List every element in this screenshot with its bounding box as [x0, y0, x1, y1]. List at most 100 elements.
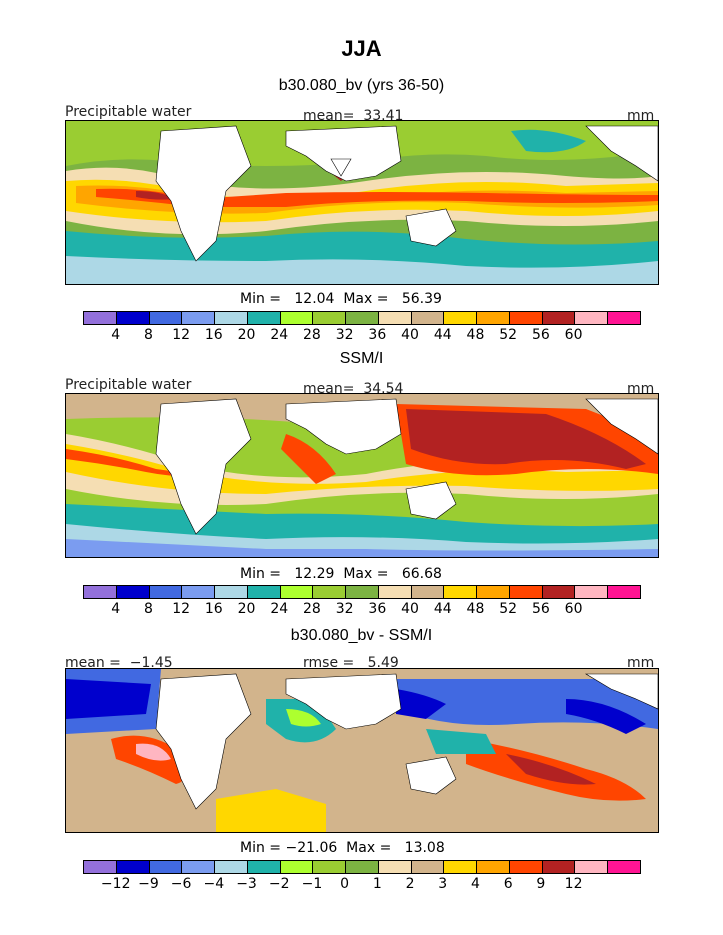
panel-1-subtitle: b30.080_bv (yrs 36-50)	[278, 77, 445, 94]
colorbar-tick-label: −3	[236, 876, 257, 892]
colorbar-swatch	[509, 312, 543, 324]
colorbar-tick-label: 36	[368, 327, 387, 343]
colorbar-swatch	[411, 861, 445, 873]
colorbar-tick-label: −6	[170, 876, 192, 892]
colorbar-swatch	[542, 861, 576, 873]
colorbar-swatch	[575, 312, 609, 324]
panel-3-subtitle: b30.080_bv - SSM/I	[290, 627, 433, 644]
colorbar-tick-label: 4	[111, 327, 121, 343]
colorbar-swatch	[182, 312, 216, 324]
colorbar-tick-label: 16	[204, 601, 223, 617]
colorbar-swatch	[149, 586, 183, 598]
colorbar-tick-label: 12	[172, 601, 191, 617]
colorbar-swatch	[247, 586, 281, 598]
colorbar-tick-label: 4	[111, 601, 121, 617]
colorbar-tick-label: 60	[564, 327, 583, 343]
colorbar-swatch	[608, 586, 641, 598]
colorbar-swatch	[608, 861, 641, 873]
colorbar-tick-label: 20	[237, 327, 256, 343]
colorbar-tick-label: 48	[466, 601, 485, 617]
colorbar-tick-label: −2	[268, 876, 290, 892]
colorbar-tick-label: 3	[438, 876, 448, 892]
panel-3-rmse-label: rmse = 5.49	[303, 655, 399, 671]
colorbar-swatch	[477, 586, 510, 598]
panel-3-map	[65, 668, 659, 833]
colorbar-swatch	[215, 861, 248, 873]
colorbar-tick-label: 4	[471, 876, 480, 892]
panel-2-colorbar	[83, 585, 641, 599]
colorbar-tick-label: 44	[433, 327, 452, 343]
colorbar-swatch	[215, 586, 248, 598]
panel-2-variable-label: Precipitable water	[65, 377, 192, 393]
colorbar-tick-label: 28	[303, 601, 321, 617]
colorbar-swatch	[149, 312, 183, 324]
colorbar-swatch	[84, 586, 117, 598]
colorbar-swatch	[149, 861, 183, 873]
colorbar-tick-label: 44	[433, 601, 452, 617]
colorbar-swatch	[444, 312, 478, 324]
colorbar-swatch	[280, 312, 314, 324]
panel-2-subtitle: SSM/I	[339, 350, 384, 367]
colorbar-tick-label: −1	[301, 876, 323, 892]
colorbar-tick-label: 48	[466, 327, 485, 343]
panel-1-colorbar-ticks: 4 8 12 16 20 24 28 32 36 40 44 48 52 56 60	[83, 327, 639, 343]
colorbar-swatch	[247, 312, 281, 324]
colorbar-tick-label: 40	[401, 601, 419, 617]
colorbar-swatch	[84, 312, 117, 324]
colorbar-swatch	[575, 861, 609, 873]
colorbar-tick-label: 16	[204, 327, 223, 343]
colorbar-swatch	[509, 861, 543, 873]
colorbar-swatch	[444, 586, 478, 598]
colorbar-tick-label: 28	[303, 327, 321, 343]
colorbar-swatch	[84, 861, 117, 873]
colorbar-swatch	[182, 861, 216, 873]
colorbar-tick-label: 8	[143, 327, 153, 343]
colorbar-swatch	[116, 586, 150, 598]
colorbar-tick-label: 36	[368, 601, 387, 617]
colorbar-swatch	[444, 861, 478, 873]
colorbar-swatch	[477, 312, 510, 324]
page-title: JJA	[341, 36, 382, 61]
colorbar-tick-label: −4	[203, 876, 225, 892]
panel-3-units-label: mm	[627, 655, 655, 671]
colorbar-tick-label: 24	[270, 327, 289, 343]
colorbar-swatch	[411, 312, 445, 324]
colorbar-tick-label: 6	[503, 876, 513, 892]
colorbar-tick-label: 56	[531, 327, 550, 343]
colorbar-tick-label: 32	[335, 601, 354, 617]
colorbar-swatch	[182, 586, 216, 598]
panel-2-min-max: Min = 12.29 Max = 66.68	[240, 566, 442, 582]
panel-3-mean-label: mean = −1.45	[65, 655, 173, 671]
panel-2-map	[65, 393, 659, 558]
colorbar-swatch	[313, 586, 347, 598]
colorbar-tick-label: 52	[499, 601, 518, 617]
colorbar-swatch	[116, 312, 150, 324]
colorbar-swatch	[280, 586, 314, 598]
colorbar-swatch	[378, 861, 412, 873]
colorbar-swatch	[411, 586, 445, 598]
panel-2-colorbar-ticks: 4 8 12 16 20 24 28 32 36 40 44 48 52 56 60	[83, 601, 639, 617]
panel-3-min-max: Min = −21.06 Max = 13.08	[240, 840, 445, 856]
colorbar-tick-label: 12	[172, 327, 191, 343]
colorbar-tick-label: 32	[335, 327, 354, 343]
panel-1-min-max: Min = 12.04 Max = 56.39	[240, 291, 442, 307]
colorbar-tick-label: −9	[138, 876, 159, 892]
colorbar-swatch	[116, 861, 150, 873]
panel-1-colorbar	[83, 311, 641, 325]
colorbar-tick-label: 40	[401, 327, 419, 343]
colorbar-tick-label: −12	[100, 876, 131, 892]
colorbar-swatch	[509, 586, 543, 598]
colorbar-swatch	[280, 861, 314, 873]
panel-3-colorbar	[83, 860, 641, 874]
colorbar-swatch	[215, 312, 248, 324]
colorbar-tick-label: 8	[143, 601, 153, 617]
colorbar-swatch	[313, 861, 347, 873]
colorbar-tick-label: 24	[270, 601, 289, 617]
colorbar-tick-label: 0	[340, 876, 350, 892]
panel-1-map	[65, 120, 659, 285]
colorbar-swatch	[378, 312, 412, 324]
colorbar-tick-label: 52	[499, 327, 518, 343]
colorbar-swatch	[608, 312, 641, 324]
colorbar-swatch	[313, 312, 347, 324]
colorbar-tick-label: 2	[405, 876, 415, 892]
